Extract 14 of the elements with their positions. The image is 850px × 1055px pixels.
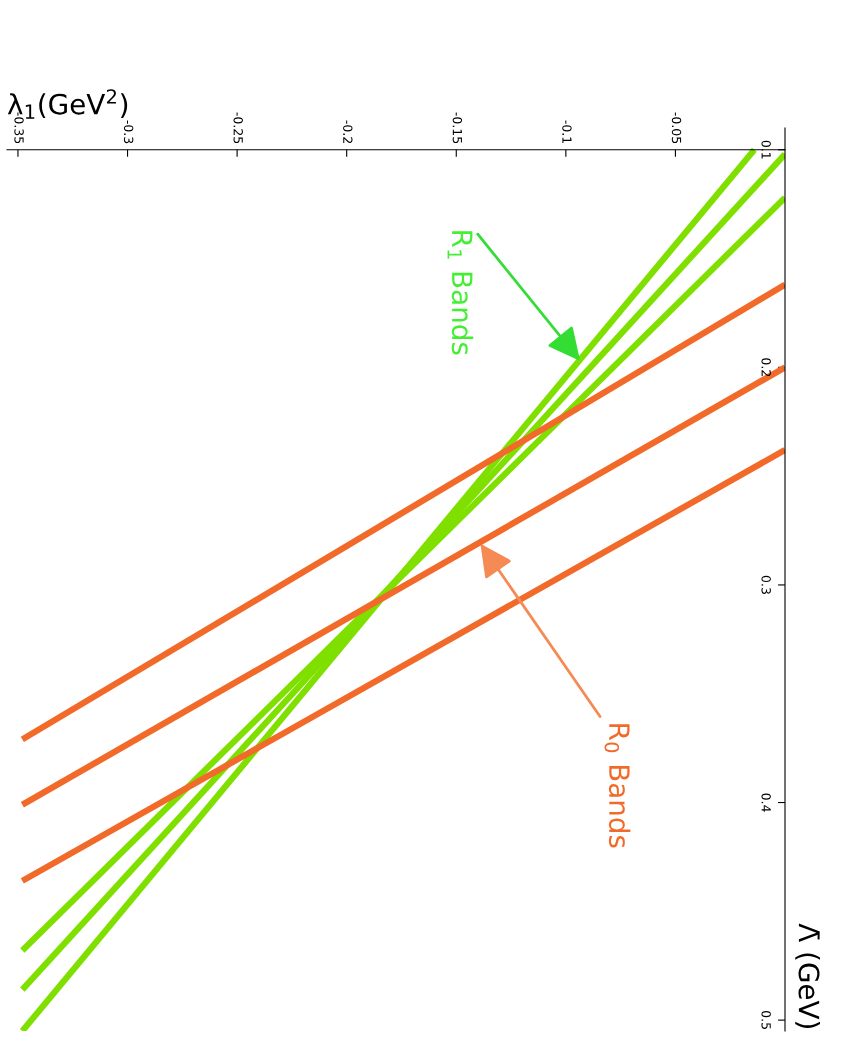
x-tick-label: -0.15	[452, 112, 463, 144]
y-tick-label: 0.4	[761, 793, 771, 812]
x-tick-label: -0.05	[671, 112, 682, 144]
y-tick-label: 0.3	[761, 575, 771, 594]
y-tick-label: 0.2	[761, 358, 771, 377]
y-tick-label: 0.1	[761, 140, 771, 159]
x-tick-label: -0.2	[343, 120, 353, 143]
x-tick-label: -0.1	[562, 120, 572, 144]
y-axis-title: Λ̄ (GeV)	[795, 923, 820, 1028]
y-tick-label: 0.5	[761, 1011, 771, 1029]
annotation: R$_{0}$ Bands	[604, 724, 631, 848]
x-tick-label: -0.3	[123, 120, 134, 144]
x-tick-label: -0.25	[233, 112, 243, 144]
annotation: R$_{1}$ Bands	[447, 231, 474, 355]
